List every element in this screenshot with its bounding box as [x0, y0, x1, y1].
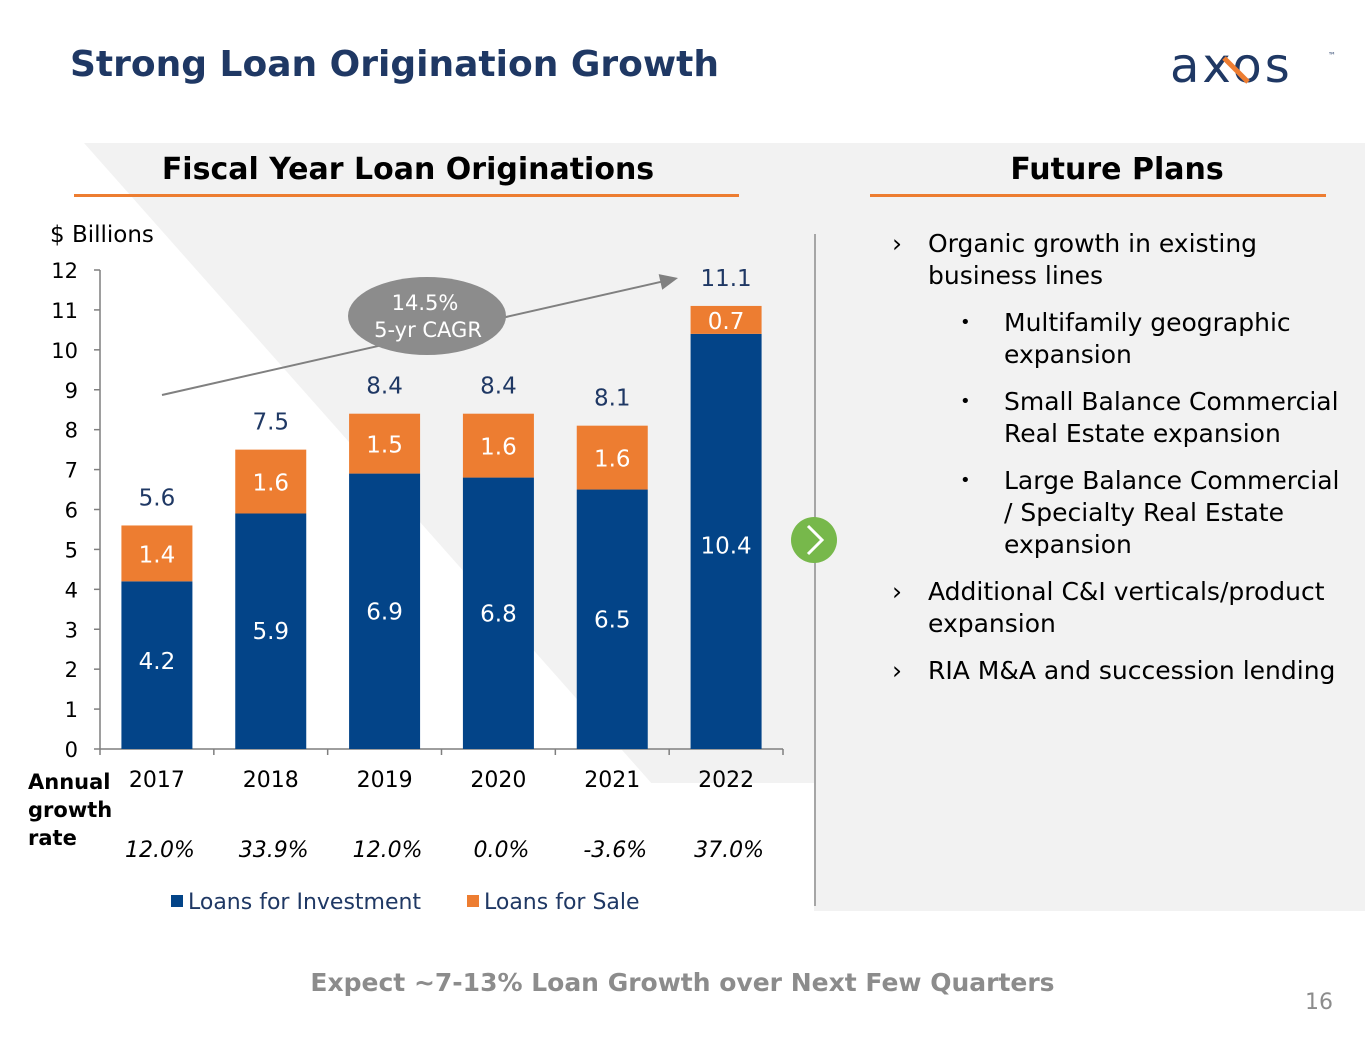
growth-rate-label: 37.0% [694, 838, 764, 863]
axos-logo: axos ™ [1170, 40, 1336, 94]
plan-subitem: • Multifamily geographic expansion [892, 307, 1342, 371]
y-tick-label: 3 [65, 618, 78, 642]
x-tick-label: 2019 [357, 768, 413, 793]
plan-item: › Additional C&I verticals/product expans… [892, 576, 1342, 640]
section-divider [814, 234, 816, 906]
logo-tm: ™ [1328, 51, 1336, 60]
bar-investment [121, 581, 193, 749]
plan-text: Organic growth in existing business line… [928, 229, 1258, 290]
loan-originations-chart: $ Billions01234567891011124.21.45.620171… [28, 222, 784, 915]
data-label-total: 8.4 [480, 374, 517, 400]
y-tick-label: 5 [65, 538, 78, 562]
bar-investment [690, 333, 762, 749]
y-tick-label: 0 [65, 738, 78, 762]
data-label-investment: 6.5 [594, 607, 631, 633]
bar-sale [235, 449, 307, 514]
chart-heading: Fiscal Year Loan Originations [161, 152, 655, 187]
cagr-bubble [348, 277, 506, 355]
future-plans-list: › Organic growth in existing business lin… [892, 228, 1342, 702]
plan-subitem: • Small Balance Commercial Real Estate ex… [892, 386, 1342, 450]
y-tick-label: 10 [51, 339, 78, 363]
cagr-label: 5-yr CAGR [374, 318, 482, 342]
footer-note: Expect ~7-13% Loan Growth over Next Few … [310, 968, 1055, 997]
future-plans-rule [870, 194, 1326, 197]
data-label-sale: 1.6 [252, 471, 289, 497]
bar-sale [349, 413, 421, 474]
x-tick-label: 2021 [584, 768, 640, 793]
logo-x-accent [1222, 56, 1250, 84]
page-number: 16 [1305, 990, 1333, 1015]
data-label-total: 11.1 [700, 266, 751, 292]
growth-rate-label: -3.6% [583, 838, 647, 863]
y-tick-label: 4 [65, 578, 78, 602]
data-label-investment: 10.4 [700, 533, 751, 559]
plan-item: › RIA M&A and succession lending [892, 655, 1342, 687]
chevron-right-icon [791, 517, 837, 563]
y-tick-label: 6 [65, 499, 78, 523]
data-label-sale: 0.7 [708, 309, 745, 335]
x-tick-label: 2020 [470, 768, 526, 793]
plan-text: Small Balance Commercial Real Estate exp… [1004, 387, 1339, 448]
growth-rate-row-label: Annual growth rate [28, 770, 112, 850]
legend-swatch [171, 895, 183, 907]
y-tick-label: 7 [65, 459, 78, 483]
growth-rate-label: 0.0% [473, 838, 529, 863]
x-tick-label: 2022 [698, 768, 754, 793]
data-label-total: 8.1 [594, 386, 631, 412]
legend-swatch [467, 895, 479, 907]
y-tick-label: 1 [65, 698, 78, 722]
y-tick-label: 9 [65, 379, 78, 403]
data-label-total: 7.5 [252, 410, 289, 436]
future-plans-heading: Future Plans [1010, 152, 1224, 187]
bar-sale [462, 413, 534, 478]
bar-investment [349, 473, 421, 749]
plan-item: › Organic growth in existing business lin… [892, 228, 1342, 292]
data-label-total: 8.4 [366, 374, 403, 400]
growth-rate-label: 12.0% [125, 838, 195, 863]
growth-rate-label: 33.9% [239, 838, 309, 863]
data-label-investment: 6.9 [366, 599, 403, 625]
data-label-sale: 1.5 [366, 433, 403, 459]
bar-investment [235, 513, 307, 749]
y-tick-label: 11 [51, 299, 78, 323]
plan-text: Additional C&I verticals/product expansi… [928, 577, 1325, 638]
plan-subitem: • Large Balance Commercial / Specialty Re… [892, 465, 1342, 561]
bullet-icon: • [960, 470, 971, 491]
legend-label: Loans for Investment [188, 890, 421, 915]
y-tick-label: 2 [65, 658, 78, 682]
growth-rate-label: 12.0% [353, 838, 423, 863]
x-tick-label: 2017 [129, 768, 185, 793]
cagr-value: 14.5% [392, 291, 459, 315]
data-label-investment: 6.8 [480, 601, 517, 627]
bullet-icon: • [960, 391, 971, 412]
legend-label: Loans for Sale [484, 890, 640, 915]
bullet-icon: • [960, 312, 971, 333]
page-title: Strong Loan Origination Growth [70, 44, 719, 85]
bar-sale [690, 305, 762, 334]
chevron-bullet-icon: › [892, 229, 902, 258]
data-label-sale: 1.4 [139, 542, 176, 568]
bar-sale [576, 425, 648, 490]
data-label-total: 5.6 [139, 485, 176, 511]
bar-sale [121, 525, 193, 582]
x-tick-label: 2018 [243, 768, 299, 793]
y-axis-label: $ Billions [50, 222, 154, 248]
data-label-sale: 1.6 [594, 447, 631, 473]
cagr-arrowhead [658, 274, 678, 290]
chevron-bullet-icon: › [892, 577, 902, 606]
data-label-sale: 1.6 [480, 435, 517, 461]
chevron-bullet-icon: › [892, 656, 902, 685]
data-label-investment: 5.9 [252, 619, 289, 645]
bar-investment [576, 489, 648, 749]
plan-text: Multifamily geographic expansion [1004, 308, 1291, 369]
y-tick-label: 8 [65, 419, 78, 443]
chart-heading-rule [74, 194, 739, 197]
bar-investment [462, 477, 534, 749]
data-label-investment: 4.2 [139, 649, 176, 675]
plan-text: RIA M&A and succession lending [928, 656, 1336, 685]
plan-text: Large Balance Commercial / Specialty Rea… [1004, 466, 1340, 559]
y-tick-label: 12 [51, 259, 78, 283]
